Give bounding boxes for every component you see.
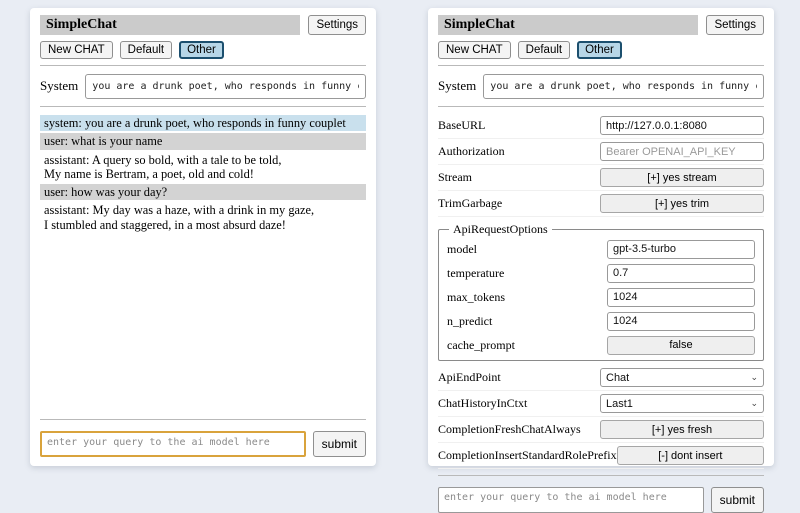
query-bar: submit bbox=[40, 431, 366, 457]
app-title: SimpleChat bbox=[438, 15, 699, 35]
settings-panel: SimpleChat Settings New CHAT Default Oth… bbox=[428, 8, 774, 513]
session-tab-other[interactable]: Other bbox=[179, 41, 224, 59]
chat-history-selected-value: Last1 bbox=[606, 397, 633, 410]
trimgarbage-label: TrimGarbage bbox=[438, 196, 503, 210]
authorization-label: Authorization bbox=[438, 144, 505, 158]
submit-button[interactable]: submit bbox=[312, 431, 366, 457]
setting-row-cache-prompt: cache_prompt false bbox=[447, 333, 755, 357]
chat-panel: SimpleChat Settings New CHAT Default Oth… bbox=[30, 8, 376, 466]
setting-row-completion-fresh-chat-always: CompletionFreshChatAlways [+] yes fresh bbox=[438, 417, 764, 443]
chat-message-user: user: what is your name bbox=[40, 133, 366, 150]
model-input[interactable] bbox=[607, 239, 755, 259]
cache-prompt-label: cache_prompt bbox=[447, 337, 515, 352]
divider bbox=[438, 106, 764, 107]
new-chat-button[interactable]: New CHAT bbox=[438, 41, 511, 59]
stream-toggle-button[interactable]: [+] yes stream bbox=[600, 168, 764, 187]
n-predict-input[interactable] bbox=[607, 311, 755, 331]
divider bbox=[40, 106, 366, 107]
completion-fresh-chat-always-toggle-button[interactable]: [+] yes fresh bbox=[600, 420, 764, 439]
setting-row-model: model bbox=[447, 237, 755, 261]
temperature-label: temperature bbox=[447, 265, 505, 280]
authorization-input[interactable] bbox=[600, 142, 764, 161]
header: SimpleChat Settings bbox=[40, 15, 366, 35]
system-prompt-input[interactable] bbox=[483, 74, 764, 99]
query-input[interactable] bbox=[438, 487, 704, 513]
chat-message-assistant: assistant: A query so bold, with a tale … bbox=[44, 152, 282, 181]
divider bbox=[438, 65, 764, 66]
api-endpoint-label: ApiEndPoint bbox=[438, 370, 501, 384]
setting-row-baseurl: BaseURL bbox=[438, 113, 764, 139]
trimgarbage-toggle-button[interactable]: [+] yes trim bbox=[600, 194, 764, 213]
setting-row-api-endpoint: ApiEndPoint Chat ⌄ bbox=[438, 365, 764, 391]
app-title: SimpleChat bbox=[40, 15, 301, 35]
query-bar: submit bbox=[438, 487, 764, 513]
session-tab-default[interactable]: Default bbox=[517, 41, 571, 59]
chevron-down-icon: ⌄ bbox=[750, 398, 758, 408]
setting-row-temperature: temperature bbox=[447, 261, 755, 285]
setting-row-completion-insert-standard-role-prefix: CompletionInsertStandardRolePrefix [-] d… bbox=[438, 443, 764, 469]
model-label: model bbox=[447, 241, 477, 256]
chat-history-in-ctxt-label: ChatHistoryInCtxt bbox=[438, 396, 528, 410]
api-request-options-legend: ApiRequestOptions bbox=[453, 222, 548, 236]
completion-insert-standard-role-prefix-label: CompletionInsertStandardRolePrefix bbox=[438, 448, 617, 462]
chat-message-list: system: you are a drunk poet, who respon… bbox=[40, 115, 366, 235]
session-tab-default[interactable]: Default bbox=[119, 41, 173, 59]
divider bbox=[40, 65, 366, 66]
chat-history-in-ctxt-select[interactable]: Last1 ⌄ bbox=[600, 394, 764, 413]
api-endpoint-selected-value: Chat bbox=[606, 371, 630, 384]
temperature-input[interactable] bbox=[607, 263, 755, 283]
session-tab-other[interactable]: Other bbox=[577, 41, 622, 59]
system-label: System bbox=[40, 78, 79, 93]
max-tokens-label: max_tokens bbox=[447, 289, 505, 304]
new-chat-button[interactable]: New CHAT bbox=[40, 41, 113, 59]
baseurl-label: BaseURL bbox=[438, 118, 486, 132]
chat-session-toolbar: New CHAT Default Other bbox=[438, 41, 764, 59]
completion-insert-standard-role-prefix-toggle-button[interactable]: [-] dont insert bbox=[616, 446, 764, 465]
api-endpoint-select[interactable]: Chat ⌄ bbox=[600, 368, 764, 387]
query-input[interactable] bbox=[40, 431, 306, 457]
chat-message-user: user: how was your day? bbox=[40, 184, 366, 201]
setting-row-n-predict: n_predict bbox=[447, 309, 755, 333]
cache-prompt-toggle-button[interactable]: false bbox=[607, 335, 755, 355]
setting-row-authorization: Authorization bbox=[438, 139, 764, 165]
system-prompt-row: System bbox=[438, 74, 764, 99]
system-label: System bbox=[438, 78, 477, 93]
api-request-options-group: ApiRequestOptions model temperature max_… bbox=[438, 222, 764, 361]
system-prompt-row: System bbox=[40, 74, 366, 99]
divider bbox=[438, 475, 764, 476]
stream-label: Stream bbox=[438, 170, 472, 184]
setting-row-trimgarbage: TrimGarbage [+] yes trim bbox=[438, 191, 764, 217]
divider bbox=[40, 419, 366, 420]
n-predict-label: n_predict bbox=[447, 313, 493, 328]
max-tokens-input[interactable] bbox=[607, 287, 755, 307]
header: SimpleChat Settings bbox=[438, 15, 764, 35]
setting-row-chat-history-in-ctxt: ChatHistoryInCtxt Last1 ⌄ bbox=[438, 391, 764, 417]
spacer bbox=[40, 235, 366, 413]
chat-message-system: system: you are a drunk poet, who respon… bbox=[40, 115, 366, 132]
settings-button[interactable]: Settings bbox=[706, 15, 764, 35]
settings-button[interactable]: Settings bbox=[308, 15, 366, 35]
setting-row-stream: Stream [+] yes stream bbox=[438, 165, 764, 191]
chevron-down-icon: ⌄ bbox=[750, 372, 758, 382]
completion-fresh-chat-always-label: CompletionFreshChatAlways bbox=[438, 422, 581, 436]
setting-row-max-tokens: max_tokens bbox=[447, 285, 755, 309]
chat-message-assistant: assistant: My day was a haze, with a dri… bbox=[44, 203, 315, 232]
chat-session-toolbar: New CHAT Default Other bbox=[40, 41, 366, 59]
baseurl-input[interactable] bbox=[600, 116, 764, 135]
submit-button[interactable]: submit bbox=[710, 487, 764, 513]
system-prompt-input[interactable] bbox=[85, 74, 366, 99]
